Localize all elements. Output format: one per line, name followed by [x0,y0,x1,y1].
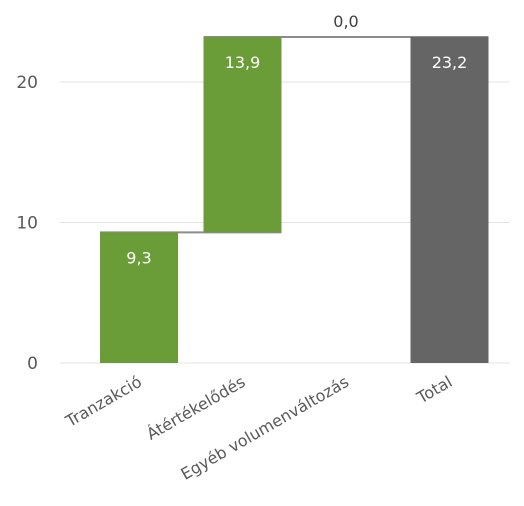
data-label-0: 9,3 [126,248,151,267]
category-label-0: Tranzakció [61,372,145,431]
category-label-3: Total [413,372,456,408]
y-tick-label: 0 [27,354,38,374]
data-label-1: 13,9 [225,53,261,72]
y-axis-tick-labels: 0 10 20 [16,73,38,374]
data-labels: 9,3 13,9 0,0 23,2 [126,12,467,267]
bar-3 [410,37,489,363]
data-label-3: 23,2 [432,53,468,72]
y-tick-label: 10 [16,214,38,234]
y-tick-label: 20 [16,73,38,93]
data-label-2: 0,0 [333,12,358,31]
bars [100,37,489,363]
category-label-1: Átértékelődés [143,372,248,444]
bar-0 [100,232,178,363]
category-label-2: Egyéb volumenváltozás [177,372,352,484]
bar-1 [203,37,282,233]
